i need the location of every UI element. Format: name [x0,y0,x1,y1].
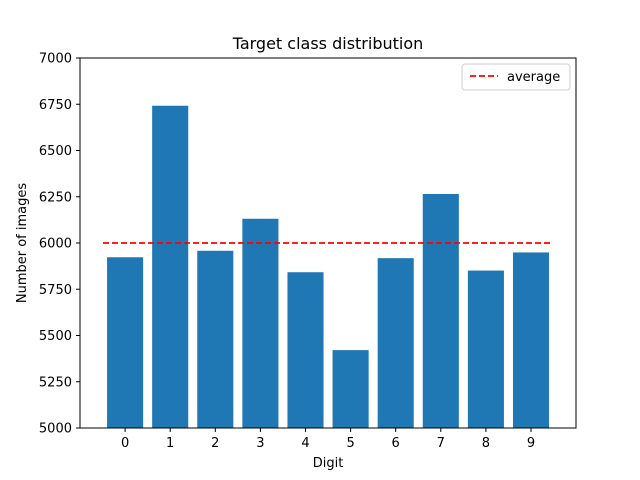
y-tick-label: 6500 [39,144,72,159]
x-axis-label: Digit [313,456,344,471]
x-tick-label: 8 [482,436,490,451]
x-tick-label: 6 [392,436,400,451]
bar-digit-1 [152,105,189,428]
bar-digit-8 [467,270,504,428]
bars-layer [107,105,550,428]
x-tick-label: 4 [301,436,309,451]
y-tick-label: 5250 [39,375,72,390]
x-tick-label: 5 [346,436,354,451]
bar-digit-9 [512,252,550,428]
bar-digit-2 [197,250,234,428]
y-tick-label: 6750 [39,98,72,113]
bar-digit-3 [242,218,279,428]
legend: average [461,63,571,91]
bar-digit-7 [422,193,459,428]
x-tick-label: 1 [166,436,174,451]
x-tick-label: 0 [121,436,129,451]
legend-average-label: average [507,70,560,85]
y-tick-label: 5000 [39,422,72,437]
y-tick-label: 6000 [39,237,72,252]
x-tick-label: 9 [527,436,535,451]
bar-digit-4 [287,272,324,428]
legend-box [461,63,571,91]
y-axis-ticks: 5000 5250 5500 5750 6000 6250 6500 6750 7000 [39,52,80,437]
y-tick-label: 5500 [39,329,72,344]
chart-title: Target class distribution [232,34,424,53]
y-tick-label: 7000 [39,52,72,67]
x-tick-label: 2 [211,436,219,451]
y-tick-label: 6250 [39,190,72,205]
y-axis-label: Number of images [15,183,30,304]
bar-digit-0 [107,257,144,428]
x-axis-ticks: 0 1 2 3 4 5 6 7 8 9 [121,428,535,451]
bar-digit-6 [377,258,414,428]
y-tick-label: 5750 [39,283,72,298]
x-tick-label: 7 [437,436,445,451]
x-tick-label: 3 [256,436,264,451]
bar-digit-5 [332,350,369,428]
